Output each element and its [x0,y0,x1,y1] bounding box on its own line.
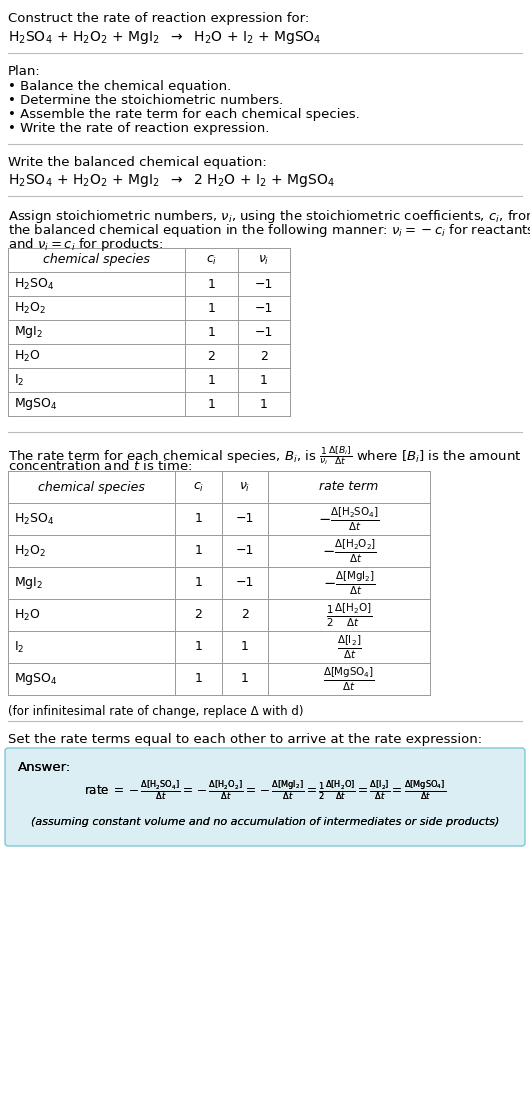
Text: chemical species: chemical species [43,253,150,267]
Text: −1: −1 [236,577,254,589]
Text: 1: 1 [241,641,249,654]
Text: 2: 2 [241,608,249,622]
Text: $-\frac{\Delta[\mathregular{H_2SO_4}]}{\Delta t}$: $-\frac{\Delta[\mathregular{H_2SO_4}]}{\… [319,506,379,532]
Text: • Write the rate of reaction expression.: • Write the rate of reaction expression. [8,122,269,135]
Text: 1: 1 [195,545,202,558]
Text: $\mathregular{MgI_2}$: $\mathregular{MgI_2}$ [14,575,43,591]
Text: 2: 2 [208,349,215,363]
Text: $-\frac{\Delta[\mathregular{H_2O_2}]}{\Delta t}$: $-\frac{\Delta[\mathregular{H_2O_2}]}{\D… [322,537,376,565]
Text: Answer:: Answer: [18,761,71,775]
Text: −1: −1 [236,545,254,558]
Text: −1: −1 [255,278,273,290]
Bar [8,248,290,416]
Text: 2: 2 [260,349,268,363]
Text: 1: 1 [195,641,202,654]
Text: $\nu_i$: $\nu_i$ [258,253,270,267]
Text: Answer:: Answer: [18,761,71,775]
Text: the balanced chemical equation in the following manner: $\nu_i = -c_i$ for react: the balanced chemical equation in the fo… [8,222,530,239]
Text: 1: 1 [208,397,215,411]
Text: rate $= -\frac{\Delta[\mathregular{H_2SO_4}]}{\Delta t} = -\frac{\Delta[\mathreg: rate $= -\frac{\Delta[\mathregular{H_2SO… [84,779,446,802]
Text: $\mathregular{H_2SO_4}$ + $\mathregular{H_2O_2}$ + $\mathregular{MgI_2}$  $\righ: $\mathregular{H_2SO_4}$ + $\mathregular{… [8,29,322,46]
Text: $\mathregular{I_2}$: $\mathregular{I_2}$ [14,373,24,387]
Text: Plan:: Plan: [8,65,41,78]
Text: $c_i$: $c_i$ [193,481,204,493]
Text: (assuming constant volume and no accumulation of intermediates or side products): (assuming constant volume and no accumul… [31,817,499,827]
Text: $\mathregular{H_2O_2}$: $\mathregular{H_2O_2}$ [14,300,46,316]
Text: −1: −1 [255,326,273,338]
Text: rate term: rate term [320,481,378,493]
Text: $\mathregular{H_2SO_4}$: $\mathregular{H_2SO_4}$ [14,277,54,291]
Text: 2: 2 [195,608,202,622]
Text: 1: 1 [208,374,215,386]
Text: • Assemble the rate term for each chemical species.: • Assemble the rate term for each chemic… [8,108,360,121]
Text: $\mathregular{MgSO_4}$: $\mathregular{MgSO_4}$ [14,396,58,412]
Text: 1: 1 [208,301,215,315]
Text: $c_i$: $c_i$ [206,253,217,267]
Text: $-\frac{\Delta[\mathregular{MgI_2}]}{\Delta t}$: $-\frac{\Delta[\mathregular{MgI_2}]}{\De… [323,569,375,597]
Text: $\mathregular{MgSO_4}$: $\mathregular{MgSO_4}$ [14,671,58,687]
Text: • Determine the stoichiometric numbers.: • Determine the stoichiometric numbers. [8,94,283,107]
Text: concentration and $t$ is time:: concentration and $t$ is time: [8,459,192,473]
Text: $\frac{\Delta[\mathregular{MgSO_4}]}{\Delta t}$: $\frac{\Delta[\mathregular{MgSO_4}]}{\De… [323,665,375,693]
Text: 1: 1 [195,512,202,526]
Text: 1: 1 [208,278,215,290]
Text: $\mathregular{H_2SO_4}$ + $\mathregular{H_2O_2}$ + $\mathregular{MgI_2}$  $\righ: $\mathregular{H_2SO_4}$ + $\mathregular{… [8,172,335,189]
Text: and $\nu_i = c_i$ for products:: and $\nu_i = c_i$ for products: [8,235,164,253]
Text: −1: −1 [236,512,254,526]
Text: 1: 1 [260,374,268,386]
Text: $\mathregular{H_2SO_4}$: $\mathregular{H_2SO_4}$ [14,511,54,527]
Text: 1: 1 [195,673,202,685]
Text: (assuming constant volume and no accumulation of intermediates or side products): (assuming constant volume and no accumul… [31,817,499,827]
FancyBboxPatch shape [5,748,525,846]
Text: $\mathregular{MgI_2}$: $\mathregular{MgI_2}$ [14,324,43,340]
Text: Construct the rate of reaction expression for:: Construct the rate of reaction expressio… [8,12,309,25]
Text: Write the balanced chemical equation:: Write the balanced chemical equation: [8,156,267,169]
Text: rate $= -\frac{\Delta[\mathregular{H_2SO_4}]}{\Delta t} = -\frac{\Delta[\mathreg: rate $= -\frac{\Delta[\mathregular{H_2SO… [84,779,446,802]
Text: $\mathregular{H_2O}$: $\mathregular{H_2O}$ [14,607,41,623]
Text: $\frac{1}{2}\frac{\Delta[\mathregular{H_2O}]}{\Delta t}$: $\frac{1}{2}\frac{\Delta[\mathregular{H_… [326,602,372,628]
Text: $\mathregular{H_2O}$: $\mathregular{H_2O}$ [14,348,41,364]
Text: Assign stoichiometric numbers, $\nu_i$, using the stoichiometric coefficients, $: Assign stoichiometric numbers, $\nu_i$, … [8,208,530,225]
Text: 1: 1 [208,326,215,338]
Text: −1: −1 [255,301,273,315]
Text: $\mathregular{I_2}$: $\mathregular{I_2}$ [14,639,24,655]
Text: The rate term for each chemical species, $B_i$, is $\frac{1}{\nu_i}\frac{\Delta[: The rate term for each chemical species,… [8,444,522,466]
Text: 1: 1 [241,673,249,685]
Text: (for infinitesimal rate of change, replace Δ with d): (for infinitesimal rate of change, repla… [8,705,304,718]
Text: $\frac{\Delta[\mathregular{I_2}]}{\Delta t}$: $\frac{\Delta[\mathregular{I_2}]}{\Delta… [337,633,361,661]
Text: • Balance the chemical equation.: • Balance the chemical equation. [8,80,231,93]
Text: Set the rate terms equal to each other to arrive at the rate expression:: Set the rate terms equal to each other t… [8,733,482,745]
Text: 1: 1 [260,397,268,411]
Text: chemical species: chemical species [38,481,145,493]
Text: $\mathregular{H_2O_2}$: $\mathregular{H_2O_2}$ [14,543,46,558]
Text: $\nu_i$: $\nu_i$ [240,481,251,493]
Bar [8,471,430,695]
Text: 1: 1 [195,577,202,589]
